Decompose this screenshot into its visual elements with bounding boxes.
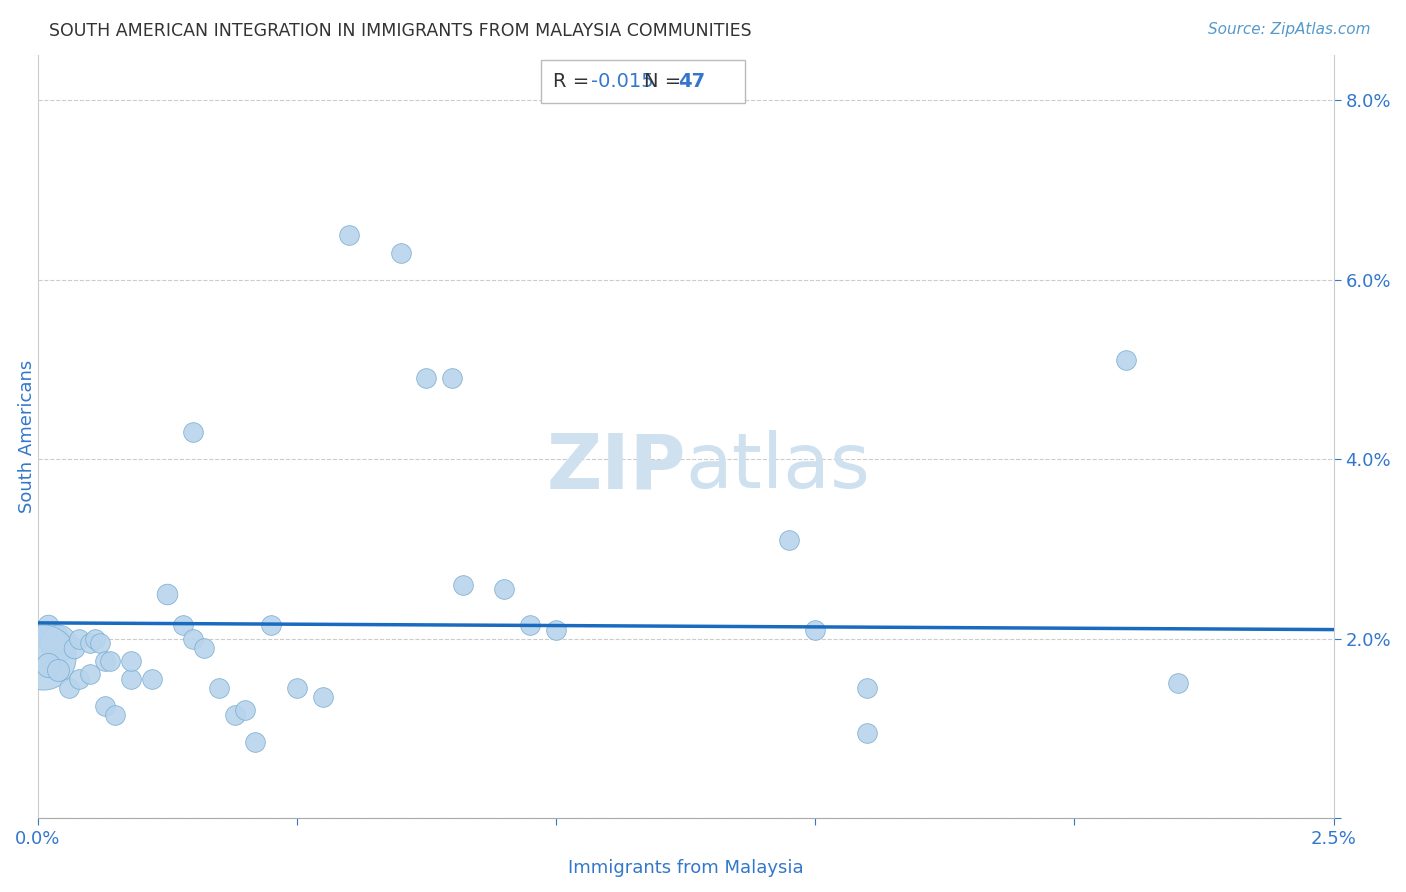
Point xyxy=(181,632,204,646)
Text: 47: 47 xyxy=(678,71,704,91)
Text: Source: ZipAtlas.com: Source: ZipAtlas.com xyxy=(1208,22,1371,37)
Point xyxy=(337,227,360,242)
Point xyxy=(58,681,80,695)
Point xyxy=(245,735,267,749)
Point xyxy=(856,726,879,740)
Point xyxy=(67,672,90,686)
Point xyxy=(494,582,516,597)
Point xyxy=(94,654,117,668)
Text: R =: R = xyxy=(553,71,595,91)
Point xyxy=(98,654,121,668)
Text: N =: N = xyxy=(644,71,688,91)
Point xyxy=(31,649,53,664)
Point xyxy=(79,667,101,681)
Point xyxy=(104,707,127,722)
Point xyxy=(285,681,308,695)
Text: atlas: atlas xyxy=(686,430,870,504)
Text: -0.015: -0.015 xyxy=(591,71,654,91)
Point xyxy=(233,703,256,717)
Point xyxy=(804,623,827,637)
Y-axis label: South Americans: South Americans xyxy=(18,360,35,513)
Point xyxy=(83,632,105,646)
Point xyxy=(172,618,194,632)
Point xyxy=(67,632,90,646)
Point xyxy=(415,371,437,385)
Point xyxy=(260,618,283,632)
Point xyxy=(63,640,86,655)
Point xyxy=(120,672,142,686)
Point xyxy=(37,658,59,673)
Point xyxy=(208,681,231,695)
Point xyxy=(1115,353,1137,368)
Point xyxy=(120,654,142,668)
Point xyxy=(312,690,335,704)
Point xyxy=(94,698,117,713)
Point xyxy=(156,587,179,601)
Point xyxy=(193,640,215,655)
Point xyxy=(519,618,541,632)
Point xyxy=(141,672,163,686)
Point xyxy=(441,371,464,385)
Point xyxy=(778,533,800,547)
Point xyxy=(37,618,59,632)
Text: SOUTH AMERICAN INTEGRATION IN IMMIGRANTS FROM MALAYSIA COMMUNITIES: SOUTH AMERICAN INTEGRATION IN IMMIGRANTS… xyxy=(49,22,752,40)
Point xyxy=(1167,676,1189,690)
Text: ZIP: ZIP xyxy=(546,430,686,504)
Point xyxy=(48,636,70,650)
Point xyxy=(79,636,101,650)
Point xyxy=(48,663,70,677)
Point xyxy=(544,623,567,637)
Point xyxy=(224,707,246,722)
Point xyxy=(181,425,204,439)
Point xyxy=(389,245,412,260)
Point xyxy=(856,681,879,695)
X-axis label: Immigrants from Malaysia: Immigrants from Malaysia xyxy=(568,859,803,877)
Point xyxy=(42,632,65,646)
Point xyxy=(89,636,111,650)
Point xyxy=(451,578,474,592)
